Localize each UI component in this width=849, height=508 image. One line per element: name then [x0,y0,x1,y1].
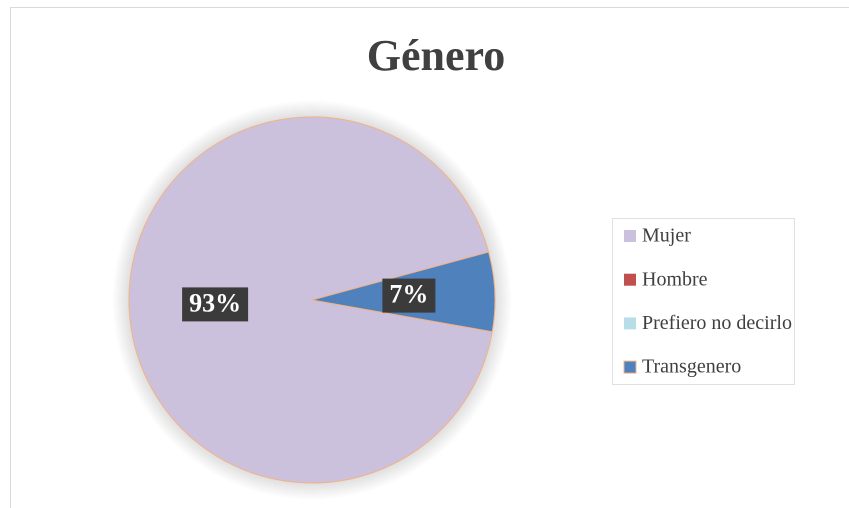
data-label-text: 7% [389,280,428,309]
legend-swatch [624,317,636,330]
legend-box [612,218,795,385]
legend-swatch [624,273,636,286]
legend-swatch [624,230,636,242]
legend-swatch [623,360,637,374]
data-label-box [182,287,249,322]
legend-label: Mujer [642,225,691,247]
data-label-text: 93% [189,288,241,317]
legend-label: Hombre [642,268,708,290]
pie-slice [128,116,493,484]
data-label: 7% [382,278,436,313]
data-label: 93% [182,287,249,322]
legend-label: Transgenero [642,356,741,378]
chart-title: Género [367,31,506,80]
data-label-box [382,278,436,313]
legend-label: Prefiero no decirlo [642,312,792,334]
